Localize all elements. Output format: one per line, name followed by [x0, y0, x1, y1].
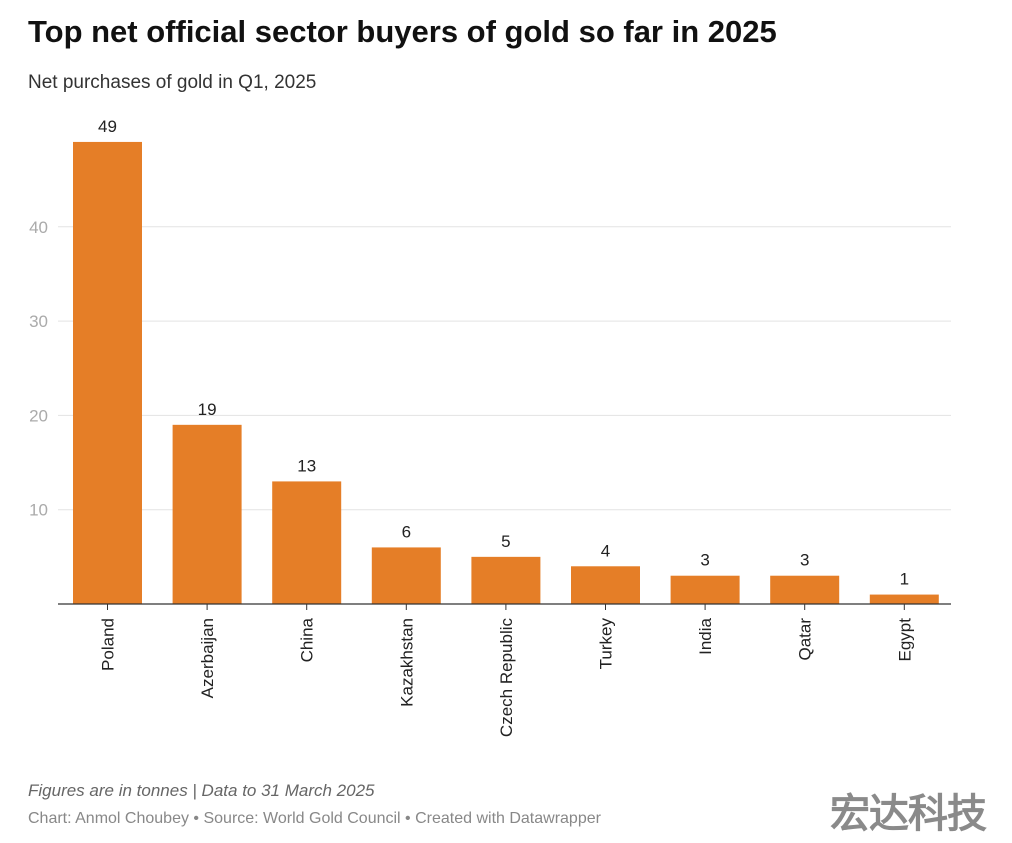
data-label: 5 [501, 532, 510, 551]
y-tick-label: 40 [29, 218, 48, 237]
x-tick-label: Czech Republic [497, 618, 516, 738]
watermark-logo: 宏达科技 [830, 791, 987, 837]
data-label: 4 [601, 541, 610, 560]
bar [670, 575, 740, 604]
bar [272, 481, 342, 604]
footer-note: Figures are in tonnes | Data to 31 March… [28, 781, 375, 800]
x-tick-label: China [298, 617, 317, 662]
chart-subtitle: Net purchases of gold in Q1, 2025 [28, 72, 317, 93]
x-tick-label: Turkey [597, 618, 616, 670]
data-label: 49 [98, 117, 117, 136]
bar [869, 594, 939, 604]
x-tick-label: Qatar [796, 618, 815, 661]
data-label: 13 [297, 456, 316, 475]
data-label: 6 [402, 522, 411, 541]
bar [371, 547, 441, 604]
y-tick-label: 30 [29, 312, 48, 331]
bar [770, 575, 840, 604]
x-tick-label: Kazakhstan [397, 618, 416, 707]
data-label: 3 [700, 551, 709, 570]
bar [73, 141, 142, 604]
chart-title: Top net official sector buyers of gold s… [28, 14, 777, 49]
data-label: 19 [198, 400, 217, 419]
data-label: 3 [800, 551, 809, 570]
data-label: 1 [900, 570, 909, 589]
bar [172, 424, 242, 604]
footer-credit: Chart: Anmol Choubey • Source: World Gol… [28, 810, 601, 827]
bar [471, 556, 541, 604]
x-tick-label: Egypt [895, 618, 914, 662]
y-tick-label: 10 [29, 501, 48, 520]
y-tick-label: 20 [29, 406, 48, 425]
x-tick-label: Azerbaijan [198, 618, 217, 698]
bar [571, 566, 640, 604]
x-tick-label: India [696, 617, 715, 654]
x-tick-label: Poland [99, 618, 118, 671]
